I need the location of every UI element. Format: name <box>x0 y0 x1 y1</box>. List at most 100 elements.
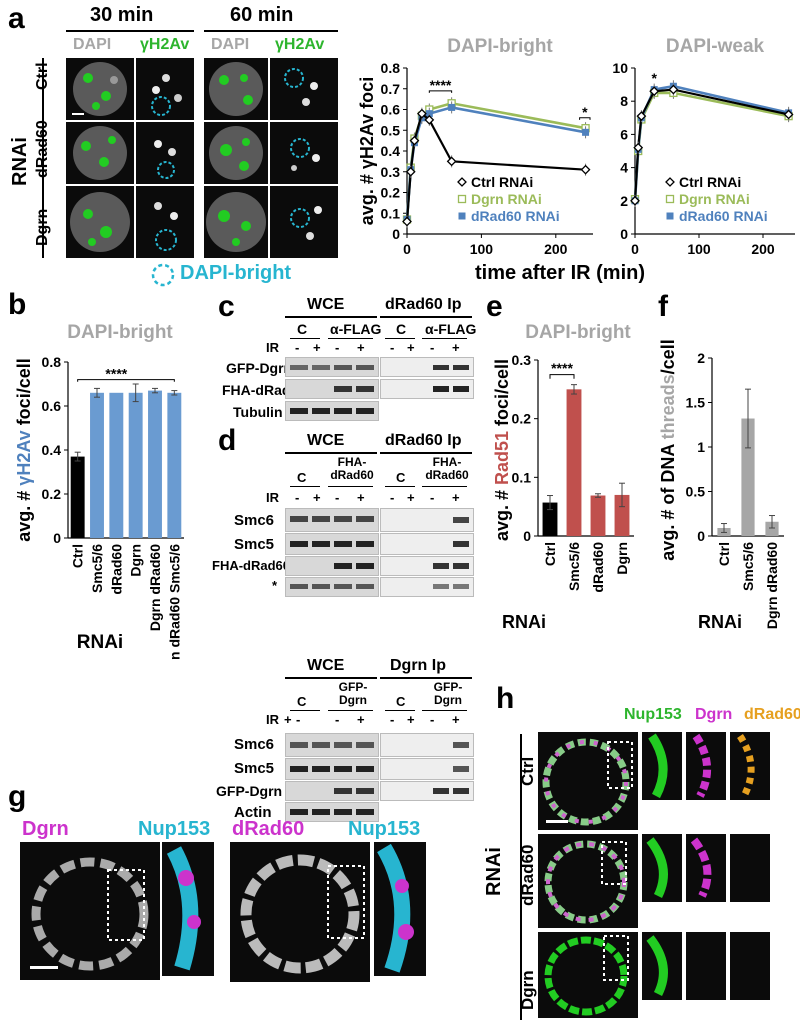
y-tick-label: 8 <box>620 93 628 109</box>
d1-ip-lane-fha: FHA-dRad60 <box>425 455 469 482</box>
header-rule-30 <box>66 30 194 32</box>
legend-marker-dgrn <box>457 194 467 204</box>
x-tick-label: 100 <box>470 241 494 257</box>
blot-c-wce-tubulin <box>285 401 379 421</box>
c-ir-7: + <box>452 340 460 355</box>
h-row-dgrn: Dgrn <box>518 970 537 1010</box>
g-label-nup153-1: Nup153 <box>138 818 211 840</box>
d1-lane-fha: FHA-dRad60 <box>330 455 374 482</box>
d2-wce-rule <box>285 677 377 679</box>
y-tick-label: 0 <box>620 226 628 242</box>
blot-d1-ip-asterisk <box>380 577 474 597</box>
c-lane-rule-2 <box>328 338 373 339</box>
blot-d1-ip-smc6 <box>380 508 474 532</box>
blot-d2-wce-gfp <box>285 781 379 801</box>
x-tick-label: Smc5/6 <box>740 542 756 591</box>
micrograph-a-drad60-60-dapi <box>204 122 268 184</box>
y-tick-label: 0.7 <box>381 81 401 97</box>
y-tick-label: 0 <box>53 530 61 546</box>
sig-annotation-1: **** <box>430 77 452 93</box>
y-tick-label: 1.5 <box>686 395 706 411</box>
c-lane-rule-3 <box>385 338 415 339</box>
blot-d1-wce-asterisk <box>285 577 379 597</box>
y-tick-label: 0.6 <box>381 102 401 118</box>
sig-bracket-1 <box>428 90 453 93</box>
blot-d2-wce-actin <box>285 802 379 822</box>
rnai-bracket-a <box>42 58 44 258</box>
d2-ir-1: - <box>296 712 301 727</box>
c-ir-3: + <box>357 340 365 355</box>
micrograph-a-ctrl-60-dapi <box>204 58 268 120</box>
point-drad60 <box>582 128 590 136</box>
y-axis-label: avg. # Rad51 foci/cell <box>492 359 512 541</box>
series-line-ctrl <box>633 88 789 201</box>
sig-annotation-b: **** <box>105 366 127 382</box>
legend-label: dRad60 RNAi <box>679 208 768 224</box>
time-header-30: 30 min <box>90 4 154 26</box>
blot-d2-wce-smc5 <box>285 758 379 780</box>
panel-g-label: g <box>8 780 27 813</box>
x-tick-label: Dgrn dRad60 Smc5/6 <box>166 544 182 660</box>
group-label-rnai-h: RNAi <box>482 847 505 896</box>
point-ctrl <box>636 111 647 122</box>
micrograph-h-ctrl <box>538 732 638 830</box>
d2-row-gfp-dgrn: GFP-Dgrn <box>216 783 283 799</box>
y-tick-label: 0.1 <box>381 205 401 221</box>
panel-a-label: a <box>8 2 25 35</box>
x-tick-label: Dgrn <box>128 544 144 577</box>
point-ctrl <box>580 164 591 175</box>
micrograph-a-dgrn-30-gh2av <box>136 186 194 258</box>
bar-dgrn <box>614 494 630 536</box>
d2-ir-7: + <box>452 712 460 727</box>
legend-marker-drad60 <box>458 212 466 220</box>
d1-ir-0: - <box>295 490 300 505</box>
panel-f-label: f <box>658 290 668 323</box>
blot-d2-ip-smc5 <box>380 758 474 780</box>
micrograph-a-ctrl-30-dapi <box>66 58 134 120</box>
chart-title: DAPI-bright <box>447 36 553 57</box>
y-tick-label: 0.2 <box>512 411 532 427</box>
d2-ir-3: + <box>357 712 365 727</box>
d1-lane-c: C <box>297 470 307 485</box>
y-tick-label: 0 <box>523 528 531 544</box>
c-row-gfp-dgrn: GFP-Dgrn <box>226 360 293 376</box>
d2-row-actin: Actin <box>234 804 272 821</box>
micrograph-h-drad60-drad60 <box>730 834 770 902</box>
x-tick-label: Ctrl <box>70 544 86 568</box>
d1-row-smc6: Smc6 <box>234 512 275 529</box>
micrograph-h-dgrn-drad60 <box>730 932 770 1000</box>
blot-d2-ip-gfp <box>380 781 474 801</box>
y-tick-label: 0 <box>392 226 400 242</box>
bar-dgrn-drad60-smc5-6 <box>167 392 182 538</box>
row-label-dgrn: Dgrn <box>34 208 51 246</box>
row-label-ctrl: Ctrl <box>34 62 51 90</box>
panel-e-label: e <box>486 290 503 323</box>
c-ip-rule <box>380 316 472 318</box>
micrograph-a-drad60-30-dapi <box>66 122 134 184</box>
c-lane-rule-1 <box>290 338 320 339</box>
point-drad60 <box>425 110 433 118</box>
bar-dgrn-drad60 <box>765 521 779 536</box>
micrograph-a-drad60-60-gh2av <box>270 122 338 184</box>
d2-ip-lane-gfp: GFP-Dgrn <box>433 680 463 707</box>
y-tick-label: 10 <box>612 60 628 76</box>
micrograph-h-ctrl-drad60 <box>730 732 770 800</box>
c-wce-rule <box>285 316 377 318</box>
x-tick-label: 100 <box>687 241 711 257</box>
dashed-circle-icon <box>151 263 175 287</box>
legend-marker-ctrl <box>457 177 467 187</box>
d2-row-smc5: Smc5 <box>234 760 275 777</box>
d1-lane-rule-1 <box>290 486 320 487</box>
group-label-rnai-a: RNAi <box>8 137 31 186</box>
chart-f: 0 0.5 1 1.5 2 Ctrl Smc5/6 Dgrn dRad60 avg. # of … <box>658 339 784 632</box>
blot-c-wce-gfp <box>285 357 379 377</box>
c-lane-c: C <box>297 321 308 337</box>
panel-b-label: b <box>8 288 27 321</box>
d1-row-fha-drad60: FHA-dRad60 <box>212 558 291 573</box>
shared-xlabel: time after IR (min) <box>475 262 646 284</box>
legend-label: Dgrn RNAi <box>679 191 750 207</box>
x-tick-label: dRad60 <box>590 542 606 593</box>
d1-ir-3: + <box>357 490 365 505</box>
